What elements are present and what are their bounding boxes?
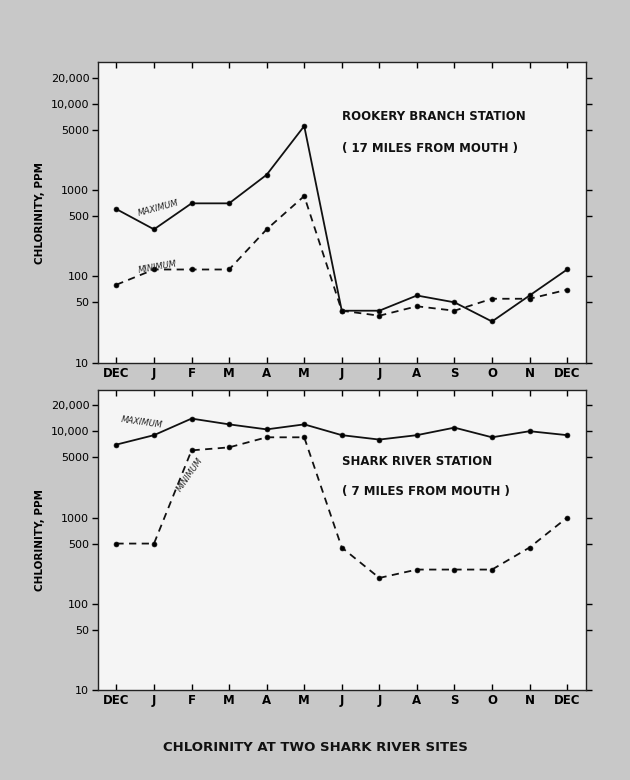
Y-axis label: CHLORINITY, PPM: CHLORINITY, PPM [35, 489, 45, 591]
Text: MINIMUM: MINIMUM [137, 260, 177, 275]
Text: ( 17 MILES FROM MOUTH ): ( 17 MILES FROM MOUTH ) [341, 142, 518, 155]
Text: MAXIMUM: MAXIMUM [137, 198, 180, 218]
Text: ROOKERY BRANCH STATION: ROOKERY BRANCH STATION [341, 111, 525, 123]
Y-axis label: CHLORINITY, PPM: CHLORINITY, PPM [35, 161, 45, 264]
Text: ( 7 MILES FROM MOUTH ): ( 7 MILES FROM MOUTH ) [341, 485, 510, 498]
Text: CHLORINITY AT TWO SHARK RIVER SITES: CHLORINITY AT TWO SHARK RIVER SITES [163, 741, 467, 753]
Text: MAXIMUM: MAXIMUM [120, 415, 163, 430]
Text: MINIMUM: MINIMUM [175, 456, 205, 494]
Text: SHARK RIVER STATION: SHARK RIVER STATION [341, 455, 492, 468]
